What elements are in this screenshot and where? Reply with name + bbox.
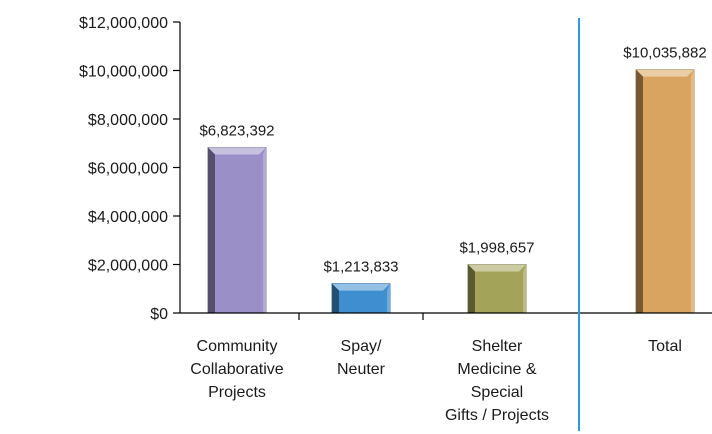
bar-2 (331, 283, 391, 314)
bars (207, 69, 695, 314)
bar-top-bevel (208, 147, 266, 155)
y-tick-label: $10,000,000 (79, 64, 168, 81)
y-tick-label: $8,000,000 (88, 112, 168, 129)
bar-top-bevel (636, 69, 694, 77)
bar-right-bevel (691, 69, 694, 314)
bar-body (467, 264, 527, 314)
data-label: $6,823,392 (199, 123, 274, 140)
category-label-line: Neuter (337, 361, 386, 378)
bar-right-bevel (523, 264, 526, 313)
bar-right-bevel (387, 283, 390, 313)
x-axis: Community Collaborative Projects Spay/Neute… (180, 312, 712, 424)
category-label-line: Special (471, 384, 523, 401)
bar-3 (467, 264, 527, 314)
bar-body (635, 69, 695, 314)
bar-left-bevel (208, 147, 215, 313)
bar-1 (207, 147, 267, 314)
y-tick-label: $2,000,000 (88, 258, 168, 275)
category-label-line: Collaborative (190, 361, 283, 378)
category-label: Spay/Neuter (337, 338, 386, 378)
category-label: Shelter Medicine & Special Gifts / Projects (445, 338, 549, 424)
y-tick-label: $0 (150, 306, 168, 323)
bar-4 (635, 69, 695, 314)
category-label-line: Gifts / Projects (445, 407, 549, 424)
category-label-line: Medicine & (457, 361, 536, 378)
data-label: $1,998,657 (459, 240, 534, 257)
bar-top-bevel (332, 283, 390, 291)
category-label-line: Shelter (472, 338, 523, 355)
y-axis: $0 $2,000,000 $4,000,000 $6,000,000 $8,000,0… (79, 15, 181, 323)
y-tick-label: $6,000,000 (88, 161, 168, 178)
bar-left-bevel (332, 283, 339, 313)
bar-right-bevel (263, 147, 266, 313)
category-label-line: Total (648, 338, 682, 355)
y-tick-label: $4,000,000 (88, 209, 168, 226)
category-label-line: Community (197, 338, 278, 355)
bar-left-bevel (636, 69, 643, 314)
data-label: $10,035,882 (623, 45, 706, 62)
category-label-line: Projects (208, 384, 266, 401)
data-label: $1,213,833 (323, 259, 398, 276)
category-label: Community Collaborative Projects (190, 338, 283, 401)
bar-body (207, 147, 267, 314)
y-tick-label: $12,000,000 (79, 15, 168, 32)
bar-top-bevel (468, 264, 526, 272)
category-label: Total (648, 338, 682, 355)
bar-left-bevel (468, 264, 475, 313)
category-label-line: Spay/ (341, 338, 382, 355)
data-labels: $6,823,392 $1,213,833 $1,998,657 $10,035,88… (199, 45, 706, 276)
